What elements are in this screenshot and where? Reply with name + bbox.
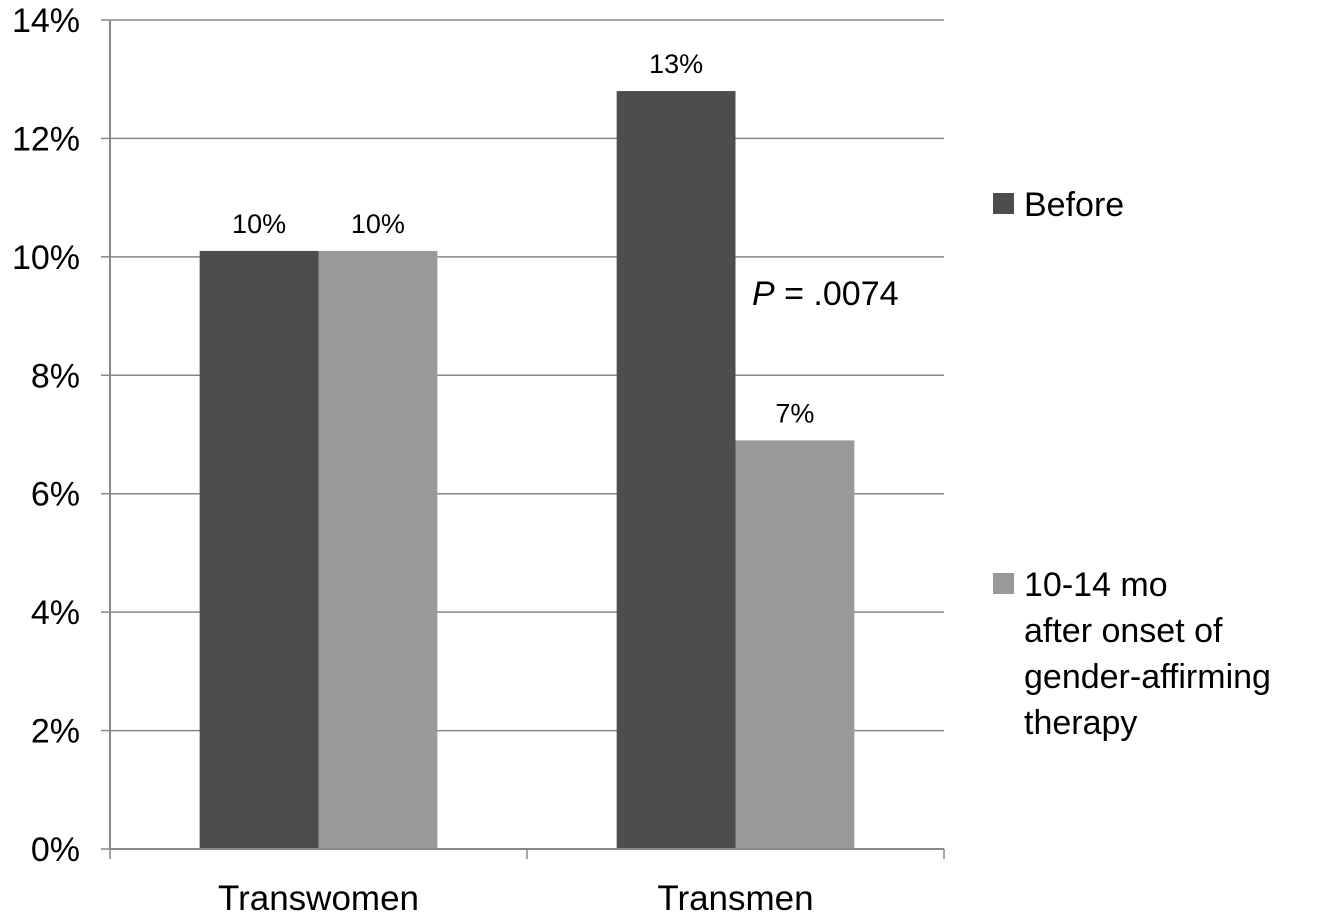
axes — [109, 20, 944, 850]
bar — [735, 440, 855, 849]
y-tick-label: 4% — [31, 594, 80, 632]
bar — [616, 91, 736, 850]
y-tick-label: 10% — [12, 239, 80, 277]
p-value-italic: P — [752, 275, 775, 313]
legend-label-line: 10-14 mo — [1024, 566, 1168, 604]
data-label: 13% — [649, 49, 703, 79]
legend-label-line: therapy — [1024, 704, 1137, 742]
p-value-rest: = .0074 — [775, 275, 899, 313]
y-tick-label: 0% — [31, 831, 80, 869]
y-tick-label: 2% — [31, 713, 80, 751]
legend-swatch — [993, 193, 1014, 214]
data-label: 10% — [232, 209, 286, 239]
legend-label: 10-14 mo after onset of gender-affirming th… — [1024, 566, 1271, 742]
bars — [199, 91, 855, 850]
legend-label-line: gender-affirming — [1024, 658, 1271, 696]
category-label: Transwomen — [218, 879, 419, 914]
p-value-annotation: P = .0074 — [752, 275, 899, 313]
data-label: 7% — [775, 398, 814, 428]
legend-label-line: Before — [1024, 186, 1124, 224]
y-tick-label: 8% — [31, 357, 80, 395]
y-tick-label: 12% — [12, 120, 80, 158]
bar — [318, 250, 438, 849]
y-tick-label: 14% — [12, 2, 80, 40]
data-label: 10% — [351, 209, 405, 239]
legend-label: Before — [1024, 186, 1124, 224]
y-tick-label: 6% — [31, 476, 80, 514]
category-label: Transmen — [657, 879, 813, 914]
bar — [199, 250, 319, 849]
legend-swatch — [993, 573, 1014, 594]
legend-label-line: after onset of — [1024, 612, 1223, 650]
legend: Before 10-14 mo after onset of gender-affir… — [993, 186, 1271, 742]
category-labels: Transwomen Transmen — [218, 879, 814, 914]
y-tick-labels: 0% 2% 4% 6% 8% 10% 12% 14% — [12, 2, 80, 869]
data-labels: 10% 10% 13% 7% — [232, 49, 814, 428]
